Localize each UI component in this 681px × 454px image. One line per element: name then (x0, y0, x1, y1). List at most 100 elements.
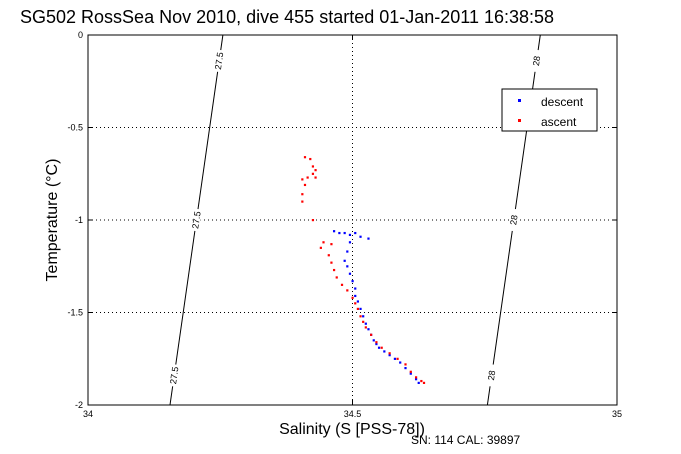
descent-point (417, 381, 420, 384)
ascent-point (359, 315, 362, 318)
ascent-point (335, 276, 338, 279)
descent-point (351, 280, 354, 283)
y-axis-label: Temperature (°C) (44, 159, 61, 282)
x-tick-label: 34.5 (344, 409, 362, 419)
axis-ticks: 34 34.5 35 0 -0.5 -1 -1.5 -2 (67, 30, 622, 419)
descent-point (356, 300, 359, 303)
ascent-point (380, 346, 383, 349)
x-tick-label: 34 (83, 409, 93, 419)
ascent-point (414, 376, 418, 379)
isopycnal-label: 27.5 (168, 366, 180, 385)
descent-point (414, 378, 418, 381)
ascent-point (362, 320, 365, 323)
descent-point (348, 233, 352, 236)
descent-point (338, 231, 341, 235)
serial-calibration-note: SN: 114 CAL: 39897 (411, 433, 521, 447)
descent-point (383, 350, 386, 353)
isopycnal-label: 27.5 (213, 52, 225, 71)
legend-label-descent: descent (541, 95, 584, 109)
ascent-point (409, 370, 412, 373)
descent-point (372, 339, 375, 342)
x-axis-label: Salinity (S [PSS-78]) (279, 421, 425, 438)
ascent-point (301, 193, 304, 196)
isopycnal-label: 27.5 (190, 211, 202, 230)
isopycnal-label-bg (508, 208, 520, 232)
descent-point (404, 367, 407, 370)
ascent-point (370, 333, 373, 336)
isopycnal-label: 28 (531, 55, 542, 66)
y-tick-label: -0.5 (67, 123, 83, 133)
ascent-point (303, 183, 307, 187)
ascent-point (404, 363, 407, 366)
isopycnal-label-bg (486, 363, 498, 387)
ascent-point (330, 261, 333, 264)
ascent-point (314, 176, 317, 179)
data-points (301, 156, 426, 384)
ascent-point (340, 283, 344, 286)
descent-point (332, 230, 336, 233)
legend-label-ascent: ascent (541, 115, 577, 129)
ascent-point (346, 289, 349, 292)
x-tick-label: 35 (612, 409, 622, 419)
ascent-point (351, 296, 354, 299)
ascent-point (311, 219, 315, 222)
descent-point (343, 231, 346, 235)
y-tick-label: -2 (75, 400, 83, 410)
ascent-point (375, 341, 378, 344)
descent-point (348, 241, 352, 244)
descent-point (348, 272, 352, 275)
legend-marker-descent (518, 99, 521, 102)
legend-marker-ascent (518, 119, 521, 122)
ascent-point (322, 241, 325, 244)
y-tick-label: -1.5 (67, 308, 83, 318)
descent-point (346, 250, 349, 253)
ascent-point (306, 176, 309, 179)
grid (88, 35, 617, 405)
ascent-point (309, 157, 312, 161)
ascent-point (311, 172, 315, 175)
y-tick-label: 0 (78, 30, 83, 40)
isopycnal-label-bg (168, 363, 180, 387)
isopycnals: 27.5 27.5 27.5 28 28 28 (168, 34, 543, 406)
legend-box (501, 88, 598, 132)
descent-point (364, 322, 367, 325)
descent-point (367, 328, 370, 331)
descent-point (362, 315, 365, 318)
ascent-point (354, 302, 357, 305)
descent-point (359, 235, 362, 238)
ascent-point (356, 307, 359, 310)
isopycnal-label: 28 (486, 370, 497, 381)
descent-point (354, 287, 357, 290)
descent-point (354, 231, 357, 235)
descent-point (388, 354, 391, 357)
ascent-point (314, 169, 317, 172)
ascent-point (301, 178, 304, 181)
descent-point (399, 361, 402, 364)
ascent-point (327, 254, 330, 257)
descent-point (346, 265, 349, 268)
y-tick-label: -1 (75, 215, 83, 225)
legend: descent ascent (501, 88, 598, 132)
ascent-point (388, 352, 391, 355)
ascent-point (301, 200, 304, 203)
ascent-point (396, 357, 399, 360)
descent-point (354, 294, 357, 298)
descent-point (359, 307, 362, 310)
ascent-point (330, 243, 333, 246)
descent-point (343, 259, 346, 262)
descent-point (375, 342, 378, 346)
descent-point (409, 372, 412, 375)
ascent-point (303, 156, 307, 159)
ascent-point (364, 326, 367, 329)
ascent-point (319, 246, 322, 249)
isopycnal-label-bg (531, 49, 543, 73)
ascent-point (332, 268, 336, 272)
ascent-point (311, 165, 315, 168)
ascent-point (420, 379, 423, 383)
descent-point (377, 346, 381, 349)
isopycnal-label-bg (213, 49, 225, 73)
descent-point (393, 357, 397, 360)
isopycnal-label: 28 (508, 214, 519, 225)
chart-title: SG502 RossSea Nov 2010, dive 455 started… (20, 7, 554, 27)
descent-point (367, 237, 370, 240)
